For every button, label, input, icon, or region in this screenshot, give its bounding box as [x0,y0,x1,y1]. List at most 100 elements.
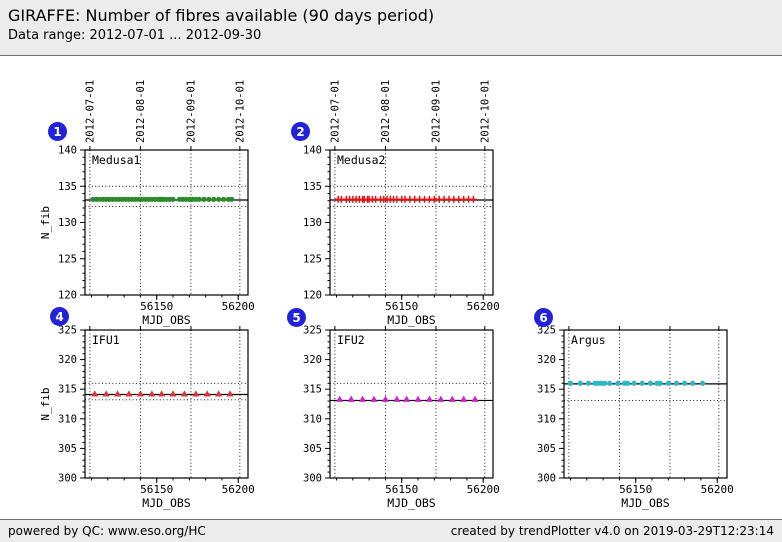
y-tick-label: 315 [537,384,556,396]
data-point [370,395,378,402]
plot-badge-6[interactable]: 6 [534,308,553,327]
plot-area [329,149,494,296]
x-axis: 56150 56200 MJD_OBS [91,295,255,327]
y-tick-label: 300 [303,473,322,485]
data-point [631,380,637,386]
x-tick-label: 56200 [467,300,500,313]
data-point [615,380,621,386]
y-tick-label: 140 [58,145,77,157]
data-point [414,395,422,402]
data-point [460,395,468,402]
data-point [201,196,207,202]
data-point [567,380,574,386]
data-point [170,196,176,202]
data-point [647,380,653,386]
plot-area [563,329,728,479]
month-gridlines [334,326,486,478]
data-point [657,380,663,386]
y-tick-label: 320 [58,354,77,366]
plot-badge-5[interactable]: 5 [287,308,306,327]
x-tick-label: 56150 [140,300,173,313]
data-point [336,395,344,402]
y-tick-label: 325 [58,325,77,337]
y-axis: 120 125 130 135 140 [303,145,330,302]
y-tick-label: 135 [58,181,77,193]
y-tick-label: 120 [58,290,77,302]
data-point [607,380,613,386]
data-point [206,196,212,202]
x-axis: 56150 56200 MJD_OBS [336,478,500,510]
data-point [682,380,688,386]
y-tick-label: 310 [58,413,77,425]
data-point [393,395,401,402]
x-axis-title: MJD_OBS [621,496,670,510]
top-date-label: 2012-07-01 [84,80,96,143]
y-tick-label: 315 [303,384,322,396]
month-gridlines: 2012-07-01 2012-08-01 2012-09-01 2012-10-01 [329,80,491,295]
data-series-Medusa2 [334,195,477,203]
x-tick-label: 56200 [222,300,255,313]
data-point [215,390,223,397]
plot-badge-1[interactable]: 1 [48,122,67,141]
footer-right-text: created by trendPlotter v4.0 on 2019-03-… [450,524,774,538]
data-point [699,380,706,386]
data-point [347,395,355,402]
data-point [220,196,227,202]
x-axis: 56150 56200 MJD_OBS [336,295,500,327]
y-tick-label: 300 [58,473,77,485]
data-point [180,390,189,397]
data-point [196,196,202,202]
y-axis-title: N_fib [39,206,52,239]
data-point [102,390,110,397]
y-tick-label: 305 [58,443,77,455]
x-tick-label: 56200 [222,483,255,496]
y-tick-label: 305 [537,443,556,455]
y-tick-label: 320 [537,354,556,366]
data-point [169,390,177,397]
plot-badge-4-number: 4 [55,309,64,324]
plot-badge-4[interactable]: 4 [50,307,69,326]
top-date-label: 2012-09-01 [430,80,442,143]
date-range-subtitle: Data range: 2012-07-01 ... 2012-09-30 [8,28,262,43]
data-point [229,196,235,202]
data-point [158,390,166,397]
plot-badge-1-number: 1 [53,124,62,139]
y-tick-label: 300 [537,473,556,485]
y-tick-label: 125 [303,253,322,265]
y-tick-label: 305 [303,443,322,455]
data-point [148,390,156,397]
data-point [469,195,477,203]
y-axis: 300 305 310 315 320 325 [303,325,330,485]
data-point [577,380,583,386]
subplot-Argus: 300 305 310 315 320 325 56150 56200 MJD_OBS Argus [537,325,734,511]
x-axis: 56150 56200 MJD_OBS [570,478,734,510]
top-date-label: 2012-08-01 [135,80,147,143]
footer-left-text: powered by QC: www.eso.org/HC [8,524,206,538]
header-bar: GIRAFFE: Number of fibres available (90 … [0,0,782,56]
data-point [690,380,696,386]
y-axis: 300 305 310 315 320 325 [58,325,85,485]
month-gridlines: 2012-07-01 2012-08-01 2012-09-01 2012-10-01 [84,80,246,295]
data-point [136,390,145,397]
y-tick-label: 325 [537,325,556,337]
y-tick-label: 310 [303,413,322,425]
data-point [226,390,234,397]
data-point [673,380,680,386]
plot-label: Medusa2 [337,153,385,167]
x-axis-title: MJD_OBS [387,313,436,327]
subplot-IFU2: 300 305 310 315 320 325 56150 56200 MJD_OBS IFU2 [303,325,500,511]
data-point [585,380,592,386]
y-tick-label: 310 [537,413,556,425]
plot-badge-5-number: 5 [292,310,301,325]
y-tick-label: 135 [303,181,322,193]
plot-badge-2[interactable]: 2 [291,122,310,141]
data-point [471,395,479,402]
y-tick-label: 125 [58,253,77,265]
footer-bar: powered by QC: www.eso.org/HC created by… [0,519,782,542]
plot-label: Medusa1 [92,153,141,167]
data-point [403,395,411,402]
y-tick-label: 325 [303,325,322,337]
x-tick-label: 56200 [467,483,500,496]
x-tick-label: 56150 [619,483,652,496]
data-point [359,395,367,402]
